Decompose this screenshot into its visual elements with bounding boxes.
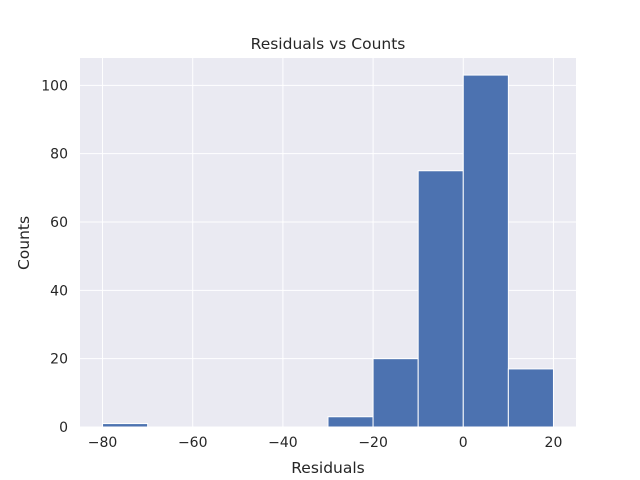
x-tick-label: 20 [545, 435, 563, 451]
x-tick-label: −40 [268, 435, 298, 451]
histogram-bar [327, 416, 374, 428]
y-tick-label: 80 [50, 147, 68, 163]
histogram-bar [417, 170, 464, 428]
x-axis-label: Residuals [291, 459, 365, 477]
histogram-bar [462, 74, 509, 428]
x-tick-label: −60 [178, 435, 208, 451]
x-tick-label: 0 [459, 435, 468, 451]
y-tick-label: 20 [50, 352, 68, 368]
histogram-bar [372, 358, 419, 428]
y-tick-label: 40 [50, 283, 68, 299]
y-tick-label: 0 [59, 420, 68, 436]
y-tick-labels: 0 20 40 60 80 100 [41, 78, 68, 436]
x-tick-label: −80 [88, 435, 118, 451]
y-axis-label: Counts [15, 216, 33, 270]
y-tick-label: 60 [50, 215, 68, 231]
x-tick-labels: −80 −60 −40 −20 0 20 [88, 435, 563, 451]
histogram-bar [102, 423, 149, 428]
histogram-bar [507, 368, 554, 428]
y-tick-label: 100 [41, 78, 68, 94]
chart-title: Residuals vs Counts [251, 35, 406, 53]
histogram-bars [102, 74, 554, 428]
x-tick-label: −20 [358, 435, 388, 451]
